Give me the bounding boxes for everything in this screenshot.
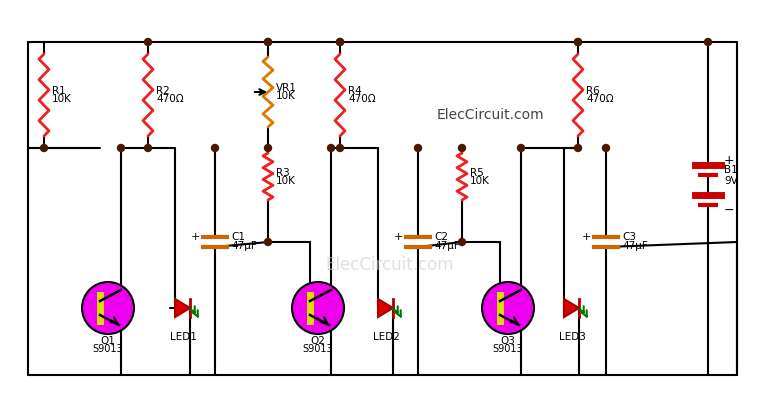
Text: 10K: 10K <box>470 176 490 185</box>
Text: R4: R4 <box>348 86 362 96</box>
Text: LED3: LED3 <box>559 332 585 342</box>
Text: B1: B1 <box>724 165 738 175</box>
Text: S9013: S9013 <box>92 344 124 354</box>
Text: C3: C3 <box>622 232 636 242</box>
Text: 10K: 10K <box>276 176 296 185</box>
Circle shape <box>265 38 271 45</box>
Circle shape <box>575 38 581 45</box>
Text: R1: R1 <box>52 86 66 96</box>
Text: R6: R6 <box>586 86 600 96</box>
Polygon shape <box>378 299 393 317</box>
Text: 470Ω: 470Ω <box>348 94 376 104</box>
Text: R2: R2 <box>156 86 170 96</box>
Polygon shape <box>175 299 190 317</box>
Text: 10K: 10K <box>276 91 296 101</box>
Text: R5: R5 <box>470 168 484 178</box>
Text: R3: R3 <box>276 168 290 178</box>
Circle shape <box>575 38 581 45</box>
Circle shape <box>337 145 343 152</box>
Text: +: + <box>393 232 403 242</box>
Polygon shape <box>564 299 579 317</box>
Text: 9V: 9V <box>724 176 738 186</box>
Text: 47μF: 47μF <box>434 241 460 251</box>
Text: 470Ω: 470Ω <box>586 94 614 104</box>
Circle shape <box>518 145 525 152</box>
Text: −: − <box>724 204 735 216</box>
Text: 10K: 10K <box>52 94 72 104</box>
Text: C2: C2 <box>434 232 448 242</box>
Text: 47μF: 47μF <box>231 241 257 251</box>
Text: VR1: VR1 <box>276 83 297 93</box>
Text: Q1: Q1 <box>101 336 115 346</box>
Circle shape <box>337 38 343 45</box>
Text: S9013: S9013 <box>493 344 523 354</box>
Text: 47μF: 47μF <box>622 241 648 251</box>
Text: Q3: Q3 <box>500 336 515 346</box>
Text: +: + <box>190 232 200 242</box>
Text: 470Ω: 470Ω <box>156 94 183 104</box>
Circle shape <box>327 145 334 152</box>
Text: LED1: LED1 <box>170 332 196 342</box>
Circle shape <box>337 38 343 45</box>
Circle shape <box>211 145 218 152</box>
Circle shape <box>292 282 344 334</box>
Circle shape <box>82 282 134 334</box>
Circle shape <box>265 38 271 45</box>
Circle shape <box>575 145 581 152</box>
Text: +: + <box>724 154 735 166</box>
Circle shape <box>459 145 465 152</box>
Text: Q2: Q2 <box>311 336 325 346</box>
Circle shape <box>265 145 271 152</box>
Text: LED2: LED2 <box>373 332 399 342</box>
Circle shape <box>704 38 712 45</box>
Circle shape <box>603 145 609 152</box>
Circle shape <box>117 145 124 152</box>
Text: ElecCircuit.com: ElecCircuit.com <box>326 256 454 274</box>
Text: S9013: S9013 <box>302 344 334 354</box>
Circle shape <box>415 145 421 152</box>
Circle shape <box>40 145 48 152</box>
Circle shape <box>459 238 465 245</box>
Circle shape <box>265 238 271 245</box>
Circle shape <box>482 282 534 334</box>
Text: ElecCircuit.com: ElecCircuit.com <box>436 108 543 122</box>
Text: +: + <box>581 232 591 242</box>
Circle shape <box>145 38 152 45</box>
Circle shape <box>145 145 152 152</box>
Text: C1: C1 <box>231 232 245 242</box>
